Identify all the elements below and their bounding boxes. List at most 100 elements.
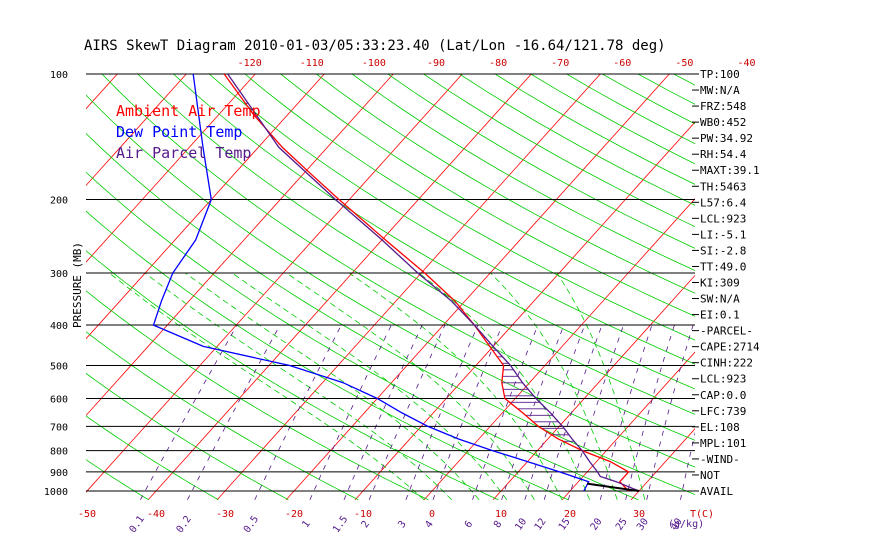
mixing-ratio-tick-label: 1 <box>300 519 312 530</box>
isotherm-line <box>86 74 256 263</box>
mixing-ratio-grid <box>140 324 695 500</box>
isotherm-line <box>769 74 870 500</box>
mixing-ratio-tick-label: 8 <box>492 519 504 530</box>
x-bottom-tick-label: 10 <box>495 509 507 520</box>
dry-adiabat-line <box>244 74 695 341</box>
dry-adiabat-line <box>137 74 695 415</box>
mixing-ratio-tick-label: 2 <box>360 519 372 530</box>
dry-adiabat-grid <box>86 74 870 501</box>
isotherm-line <box>561 351 695 501</box>
y-tick-label: 600 <box>50 394 68 405</box>
x-top-tick-label: -70 <box>551 58 569 69</box>
dew-point-temp-line <box>152 74 590 492</box>
index-label: KI:309 <box>700 277 740 290</box>
legend-entry: Air Parcel Temp <box>116 144 251 162</box>
legend-entry: Ambient Air Temp <box>116 102 261 120</box>
dry-adiabat-line <box>86 415 219 501</box>
dry-adiabat-line <box>86 459 149 501</box>
mixing-ratio-tick-label: 25 <box>614 516 630 532</box>
isotherm-line <box>0 74 48 500</box>
isotherm-line <box>86 74 118 110</box>
mixing-ratio-line <box>343 324 423 500</box>
moist-adiabat-line <box>231 272 508 501</box>
index-label: MPL:101 <box>700 437 746 450</box>
index-label: SW:N/A <box>700 293 740 306</box>
mixing-ratio-line <box>646 324 694 500</box>
index-label: CINH:222 <box>700 357 753 370</box>
dry-adiabat-line <box>351 74 695 272</box>
moist-adiabat-line <box>348 272 563 500</box>
dry-adiabat-line <box>86 94 695 468</box>
y-tick-label: 200 <box>50 196 68 207</box>
y-tick-label: 700 <box>50 422 68 433</box>
x-bottom-tick-label: 0 <box>429 509 435 520</box>
dry-adiabat-line <box>86 331 359 501</box>
isotherm-line <box>285 74 670 501</box>
chart-title: AIRS SkewT Diagram 2010-01-03/05:33:23.4… <box>84 38 666 54</box>
x-bottom-tick-label: -40 <box>147 509 165 520</box>
x-top-tick-label: -80 <box>489 58 507 69</box>
index-label: CAP:0.0 <box>700 389 746 402</box>
dry-adiabat-line <box>86 250 499 501</box>
mixing-ratio-line <box>625 324 675 500</box>
x-bottom-tick-label: -10 <box>354 509 372 520</box>
dry-adiabat-line <box>101 74 695 441</box>
x-top-tick-label: -120 <box>238 58 262 69</box>
mixing-ratio-line <box>254 324 342 500</box>
index-label: -PARCEL- <box>700 325 753 338</box>
y-axis-label: PRESSURE (MB) <box>71 242 84 328</box>
y-tick-label: 1000 <box>44 487 68 498</box>
isotherm-grid <box>0 74 870 501</box>
dry-adiabat-line <box>423 74 695 228</box>
y-tick-label: 300 <box>50 269 68 280</box>
dry-adiabat-line <box>745 74 870 500</box>
index-label: LFC:739 <box>700 405 746 418</box>
index-label: TT:49.0 <box>700 260 746 273</box>
x-top-tick-label: -50 <box>675 58 693 69</box>
moist-adiabat-line <box>556 272 646 500</box>
index-label: PW:34.92 <box>700 132 753 145</box>
mixing-ratio-tick-label: 0.5 <box>242 514 261 535</box>
y-tick-label: 100 <box>50 70 68 81</box>
dry-adiabat-line <box>208 74 695 365</box>
isotherm-line <box>86 74 463 493</box>
mixing-ratio-line <box>567 324 624 500</box>
mixing-ratio-unit-label: (g/kg) <box>668 519 704 530</box>
mixing-ratio-line <box>599 324 653 500</box>
moist-adiabat-line <box>418 272 590 500</box>
index-label: CAPE:2714 <box>700 341 760 354</box>
dry-adiabat-line <box>459 74 695 206</box>
dry-adiabat-line <box>637 74 695 105</box>
moist-adiabat-grid <box>109 272 646 501</box>
air-parcel-temp-line <box>227 74 640 492</box>
dry-adiabat-line <box>86 171 639 501</box>
index-label: NOT <box>700 469 720 482</box>
sounding-series <box>152 74 640 492</box>
isotherm-line <box>423 198 695 501</box>
y-tick-label: 400 <box>50 321 68 332</box>
index-label: -WIND- <box>700 453 740 466</box>
indices-panel: TP:100 MW:N/A FRZ:548 WB0:452 PW:34.92 RH:54.… <box>692 68 760 498</box>
dry-adiabat-line <box>280 74 695 317</box>
dry-adiabat-line <box>316 74 695 294</box>
mixing-ratio-tick-label: 3 <box>396 519 408 530</box>
y-tick-label: 900 <box>50 468 68 479</box>
mixing-ratio-tick-label: 12 <box>533 516 549 532</box>
mixing-ratio-tick-label: 10 <box>513 516 529 532</box>
ambient-air-temp-line <box>223 74 630 492</box>
y-tick-label: 800 <box>50 447 68 458</box>
mixing-ratio-tick-label: 0.1 <box>128 514 147 535</box>
mixing-ratio-tick-label: 0.2 <box>175 514 194 535</box>
index-label: AVAIL <box>700 485 733 498</box>
index-label: LCL:923 <box>700 212 746 225</box>
isotherm-line <box>492 274 695 501</box>
index-label: RH:54.4 <box>700 148 747 161</box>
x-bottom-tick-label: -20 <box>285 509 303 520</box>
x-bottom-tick-label: -50 <box>78 509 96 520</box>
moist-adiabat-line <box>185 272 480 501</box>
dry-adiabat-line <box>387 74 695 249</box>
index-label: LI:-5.1 <box>700 228 746 241</box>
isotherm-line <box>838 74 870 500</box>
mixing-ratio-tick-label: 4 <box>423 519 435 530</box>
x-top-tick-label: -100 <box>362 58 386 69</box>
